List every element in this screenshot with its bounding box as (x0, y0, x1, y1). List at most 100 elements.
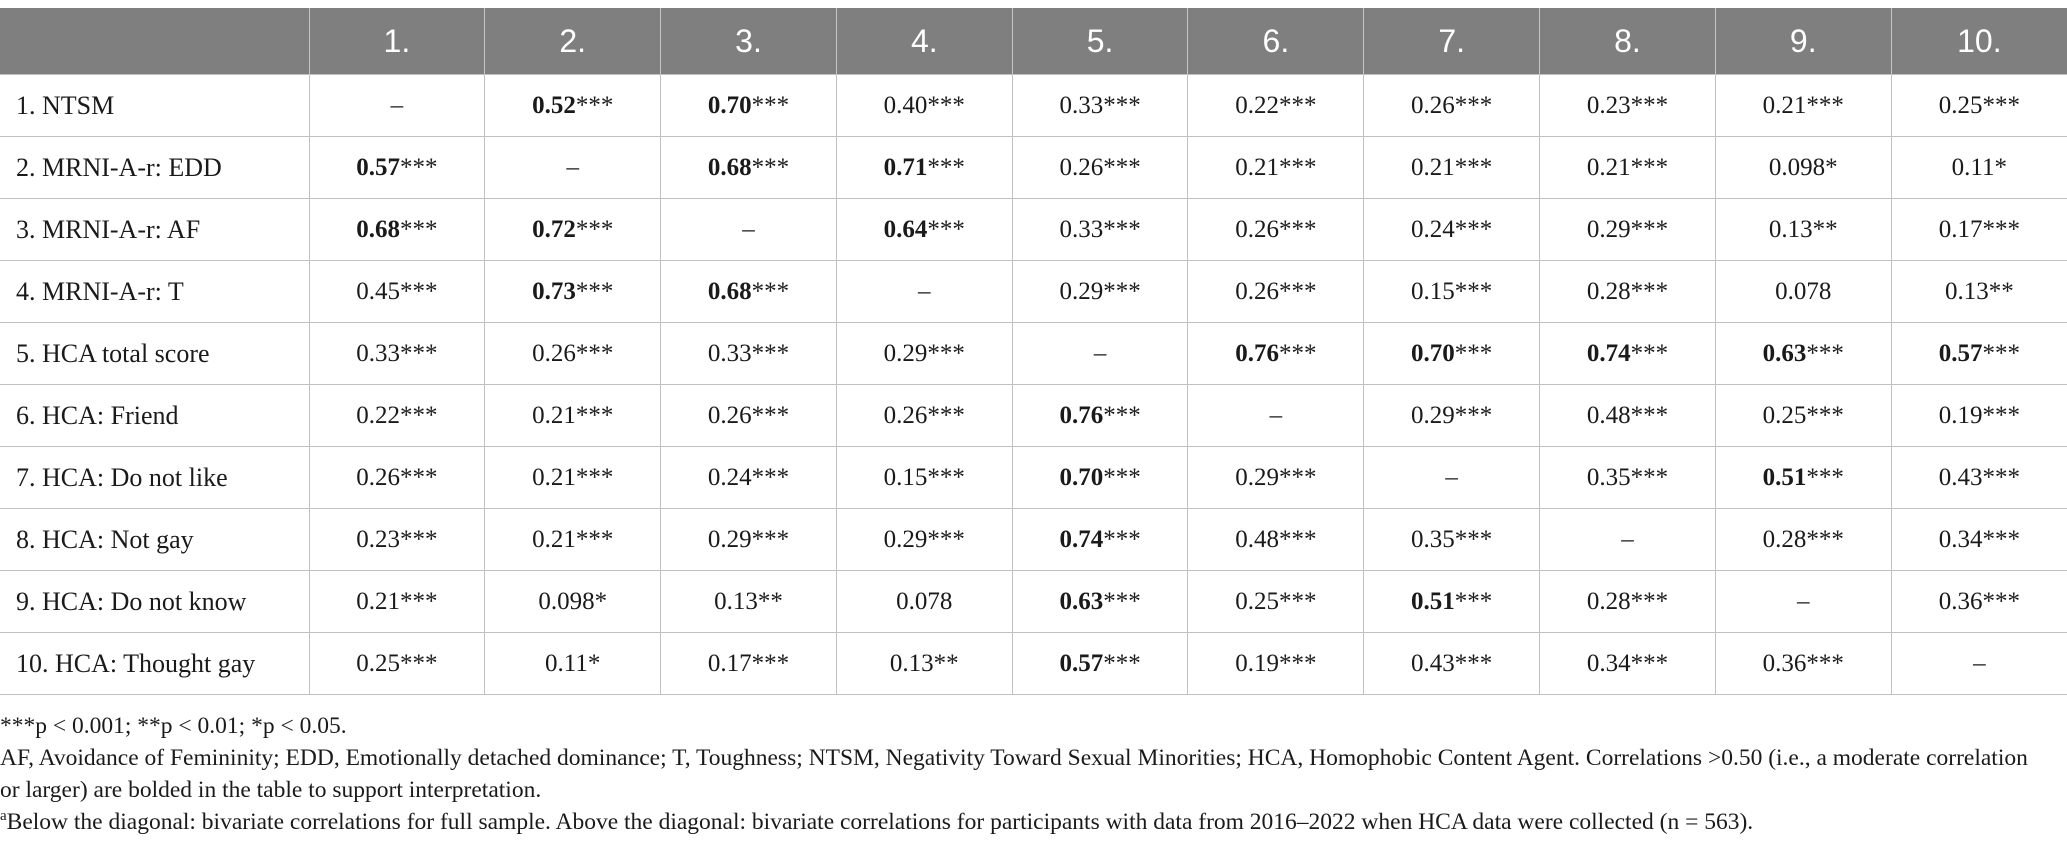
correlation-cell: 0.26*** (835, 384, 1013, 447)
correlation-cell: 0.74*** (1539, 322, 1716, 385)
bold-value: 0.74 (1586, 339, 1631, 367)
bold-value: 0.73 (532, 277, 576, 305)
bold-value: 0.68 (707, 277, 752, 305)
correlation-cell: 0.29*** (1539, 198, 1716, 261)
correlation-cell: 0.70*** (1363, 322, 1541, 385)
significance-stars: *** (1806, 339, 1844, 367)
correlation-cell: 0.21*** (1714, 74, 1892, 137)
correlation-cell: 0.28*** (1539, 260, 1716, 323)
significance-stars: *** (575, 91, 614, 119)
row-label: 5. HCA total score (0, 322, 310, 385)
significance-stars: *** (1103, 463, 1141, 491)
correlation-cell: 0.21*** (1187, 136, 1365, 199)
correlation-cell: 0.34*** (1890, 508, 2067, 571)
table-row: 10. HCA: Thought gay 0.25*** 0.11* 0.17*** 0… (0, 632, 2067, 695)
correlation-cell: 0.43*** (1890, 446, 2067, 509)
correlation-cell: 0.26*** (484, 322, 662, 385)
correlation-cell: 0.26*** (1187, 198, 1365, 261)
header-corner-cell (0, 8, 310, 75)
correlation-cell: 0.23*** (308, 508, 486, 571)
correlation-cell: – (308, 74, 486, 137)
correlation-cell: 0.26*** (1187, 260, 1365, 323)
row-label: 2. MRNI-A-r: EDD (0, 136, 310, 199)
bold-value: 0.70 (707, 91, 752, 119)
bold-value: 0.68 (707, 153, 752, 181)
row-label: 7. HCA: Do not like (0, 446, 310, 509)
bold-value: 0.64 (883, 215, 928, 243)
significance-note: ***p < 0.001; **p < 0.01; *p < 0.05. (0, 713, 347, 739)
correlation-cell: 0.11* (484, 632, 662, 695)
correlation-cell: 0.17*** (1890, 198, 2067, 261)
bold-value: 0.70 (1059, 463, 1104, 491)
row-label: 4. MRNI-A-r: T (0, 260, 310, 323)
correlation-cell: 0.11* (1890, 136, 2067, 199)
correlation-cell: 0.098* (484, 570, 662, 633)
bold-value: 0.63 (1059, 587, 1104, 615)
column-header: 1. (309, 8, 486, 75)
correlation-cell: 0.26*** (308, 446, 486, 509)
correlation-cell: 0.33*** (1011, 74, 1189, 137)
correlation-cell: 0.72*** (484, 198, 662, 261)
significance-stars: *** (575, 215, 614, 243)
correlation-cell: 0.25*** (1187, 570, 1365, 633)
table-row: 7. HCA: Do not like 0.26*** 0.21*** 0.24***… (0, 446, 2067, 509)
significance-stars: *** (1982, 339, 2020, 367)
correlation-cell: – (1890, 632, 2067, 695)
bold-value: 0.68 (356, 215, 401, 243)
correlation-cell: 0.68*** (660, 260, 837, 323)
correlation-cell: 0.25*** (1890, 74, 2067, 137)
column-header: 10. (1891, 8, 2067, 75)
bold-value: 0.74 (1059, 525, 1104, 553)
correlation-cell: 0.19*** (1187, 632, 1365, 695)
correlation-cell: – (1011, 322, 1189, 385)
correlation-cell: 0.15*** (1363, 260, 1541, 323)
column-header: 6. (1187, 8, 1365, 75)
correlation-cell: 0.51*** (1363, 570, 1541, 633)
correlation-cell: 0.70*** (660, 74, 837, 137)
abbreviations-note: AF, Avoidance of Femininity; EDD, Emotio… (0, 745, 2028, 803)
table-row: 5. HCA total score 0.33*** 0.26*** 0.33*** 0… (0, 322, 2067, 385)
bold-value: 0.52 (532, 91, 576, 119)
significance-stars: *** (1103, 587, 1141, 615)
correlation-cell: 0.43*** (1363, 632, 1541, 695)
correlation-cell: 0.24*** (1363, 198, 1541, 261)
significance-stars: *** (400, 153, 438, 181)
significance-stars: *** (1103, 649, 1141, 677)
correlation-cell: 0.57*** (308, 136, 486, 199)
row-label: 8. HCA: Not gay (0, 508, 310, 571)
correlation-cell: 0.64*** (835, 198, 1013, 261)
correlation-cell: 0.26*** (1011, 136, 1189, 199)
table-row: 9. HCA: Do not know 0.21*** 0.098* 0.13** 0.… (0, 570, 2067, 633)
row-label: 3. MRNI-A-r: AF (0, 198, 310, 261)
correlation-cell: 0.34*** (1539, 632, 1716, 695)
correlation-cell: 0.29*** (835, 322, 1013, 385)
correlation-cell: 0.22*** (308, 384, 486, 447)
bold-value: 0.63 (1762, 339, 1807, 367)
bold-value: 0.57 (1938, 339, 1983, 367)
table-body: 1. NTSM –0.52*** 0.70*** 0.40*** 0.33*** 0.22… (0, 74, 2067, 695)
bold-value: 0.71 (883, 153, 928, 181)
correlation-cell: 0.098* (1714, 136, 1892, 199)
correlation-cell: 0.33*** (660, 322, 837, 385)
correlation-cell: 0.48*** (1187, 508, 1365, 571)
correlation-cell: 0.26*** (660, 384, 837, 447)
column-header: 5. (1012, 8, 1189, 75)
correlation-cell: 0.71*** (835, 136, 1013, 199)
table-notes: ***p < 0.001; **p < 0.01; *p < 0.05. AF,… (0, 710, 2040, 838)
correlation-cell: 0.17*** (660, 632, 837, 695)
table-row: 1. NTSM –0.52*** 0.70*** 0.40*** 0.33*** 0.22… (0, 74, 2067, 137)
correlation-cell: 0.76*** (1187, 322, 1365, 385)
footnote-text: Below the diagonal: bivariate correlatio… (6, 809, 1754, 835)
correlation-cell: 0.13** (1890, 260, 2067, 323)
correlation-cell: 0.24*** (660, 446, 837, 509)
correlation-cell: 0.25*** (1714, 384, 1892, 447)
correlation-cell: – (1539, 508, 1716, 571)
table-row: 6. HCA: Friend 0.22*** 0.21*** 0.26*** 0.26*… (0, 384, 2067, 447)
significance-stars: *** (751, 153, 790, 181)
correlation-cell: – (484, 136, 662, 199)
bold-value: 0.57 (1059, 649, 1104, 677)
correlation-cell: 0.51*** (1714, 446, 1892, 509)
table-row: 4. MRNI-A-r: T 0.45*** 0.73*** 0.68*** –0.29… (0, 260, 2067, 323)
table-header-row: 1. 2. 3. 4. 5. 6. 7. 8. 9. 10. (0, 8, 2067, 75)
